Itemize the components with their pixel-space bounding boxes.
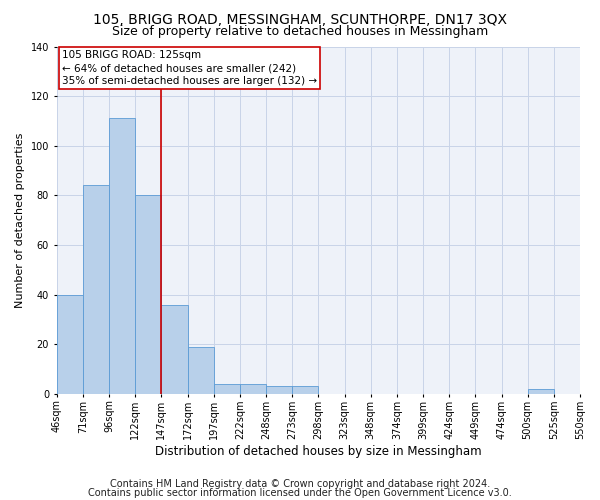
Bar [266, 386, 292, 394]
Bar [292, 386, 319, 394]
Bar [527, 389, 554, 394]
Bar [109, 118, 135, 394]
Bar [188, 346, 214, 394]
Bar [135, 196, 161, 394]
Y-axis label: Number of detached properties: Number of detached properties [15, 132, 25, 308]
Bar [56, 294, 83, 394]
Text: Contains public sector information licensed under the Open Government Licence v3: Contains public sector information licen… [88, 488, 512, 498]
Bar [83, 186, 109, 394]
X-axis label: Distribution of detached houses by size in Messingham: Distribution of detached houses by size … [155, 444, 482, 458]
Bar [240, 384, 266, 394]
Text: 105 BRIGG ROAD: 125sqm
← 64% of detached houses are smaller (242)
35% of semi-de: 105 BRIGG ROAD: 125sqm ← 64% of detached… [62, 50, 317, 86]
Text: Size of property relative to detached houses in Messingham: Size of property relative to detached ho… [112, 25, 488, 38]
Bar [161, 304, 188, 394]
Text: 105, BRIGG ROAD, MESSINGHAM, SCUNTHORPE, DN17 3QX: 105, BRIGG ROAD, MESSINGHAM, SCUNTHORPE,… [93, 12, 507, 26]
Text: Contains HM Land Registry data © Crown copyright and database right 2024.: Contains HM Land Registry data © Crown c… [110, 479, 490, 489]
Bar [214, 384, 240, 394]
